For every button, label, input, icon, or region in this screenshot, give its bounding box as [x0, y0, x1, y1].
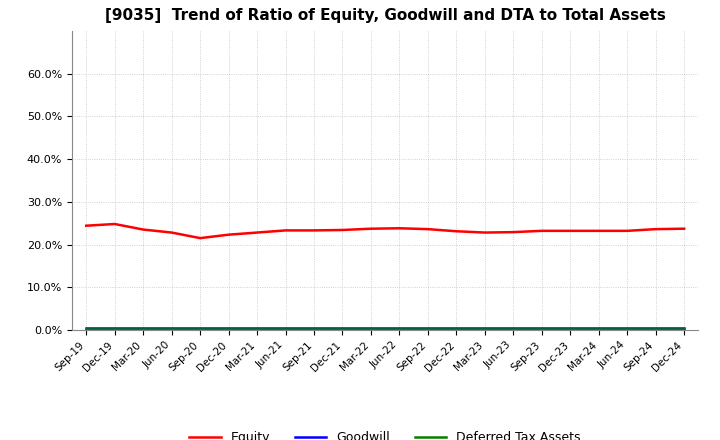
Equity: [253, 230, 261, 235]
Goodwill: [537, 325, 546, 330]
Goodwill: [82, 325, 91, 330]
Goodwill: [225, 325, 233, 330]
Deferred Tax Assets: [82, 326, 91, 331]
Goodwill: [310, 325, 318, 330]
Deferred Tax Assets: [680, 326, 688, 331]
Goodwill: [196, 325, 204, 330]
Equity: [167, 230, 176, 235]
Goodwill: [338, 325, 347, 330]
Deferred Tax Assets: [623, 326, 631, 331]
Deferred Tax Assets: [310, 326, 318, 331]
Line: Equity: Equity: [86, 224, 684, 238]
Goodwill: [452, 325, 461, 330]
Deferred Tax Assets: [652, 326, 660, 331]
Equity: [196, 235, 204, 241]
Deferred Tax Assets: [196, 326, 204, 331]
Goodwill: [509, 325, 518, 330]
Deferred Tax Assets: [423, 326, 432, 331]
Deferred Tax Assets: [395, 326, 404, 331]
Equity: [139, 227, 148, 232]
Deferred Tax Assets: [509, 326, 518, 331]
Goodwill: [253, 325, 261, 330]
Deferred Tax Assets: [110, 326, 119, 331]
Goodwill: [366, 325, 375, 330]
Goodwill: [680, 325, 688, 330]
Title: [9035]  Trend of Ratio of Equity, Goodwill and DTA to Total Assets: [9035] Trend of Ratio of Equity, Goodwil…: [105, 7, 665, 23]
Deferred Tax Assets: [338, 326, 347, 331]
Equity: [509, 230, 518, 235]
Deferred Tax Assets: [282, 326, 290, 331]
Equity: [82, 223, 91, 228]
Equity: [566, 228, 575, 234]
Deferred Tax Assets: [253, 326, 261, 331]
Deferred Tax Assets: [167, 326, 176, 331]
Deferred Tax Assets: [452, 326, 461, 331]
Equity: [595, 228, 603, 234]
Equity: [537, 228, 546, 234]
Deferred Tax Assets: [537, 326, 546, 331]
Equity: [480, 230, 489, 235]
Equity: [282, 228, 290, 233]
Goodwill: [282, 325, 290, 330]
Legend: Equity, Goodwill, Deferred Tax Assets: Equity, Goodwill, Deferred Tax Assets: [184, 426, 586, 440]
Goodwill: [167, 325, 176, 330]
Goodwill: [395, 325, 404, 330]
Equity: [423, 227, 432, 232]
Deferred Tax Assets: [595, 326, 603, 331]
Goodwill: [480, 325, 489, 330]
Equity: [110, 221, 119, 227]
Equity: [366, 226, 375, 231]
Deferred Tax Assets: [366, 326, 375, 331]
Goodwill: [623, 325, 631, 330]
Equity: [652, 227, 660, 232]
Goodwill: [652, 325, 660, 330]
Goodwill: [566, 325, 575, 330]
Deferred Tax Assets: [480, 326, 489, 331]
Equity: [680, 226, 688, 231]
Deferred Tax Assets: [139, 326, 148, 331]
Goodwill: [110, 325, 119, 330]
Equity: [395, 226, 404, 231]
Goodwill: [595, 325, 603, 330]
Goodwill: [139, 325, 148, 330]
Equity: [452, 229, 461, 234]
Deferred Tax Assets: [225, 326, 233, 331]
Equity: [623, 228, 631, 234]
Deferred Tax Assets: [566, 326, 575, 331]
Equity: [310, 228, 318, 233]
Goodwill: [423, 325, 432, 330]
Equity: [225, 232, 233, 237]
Equity: [338, 227, 347, 233]
